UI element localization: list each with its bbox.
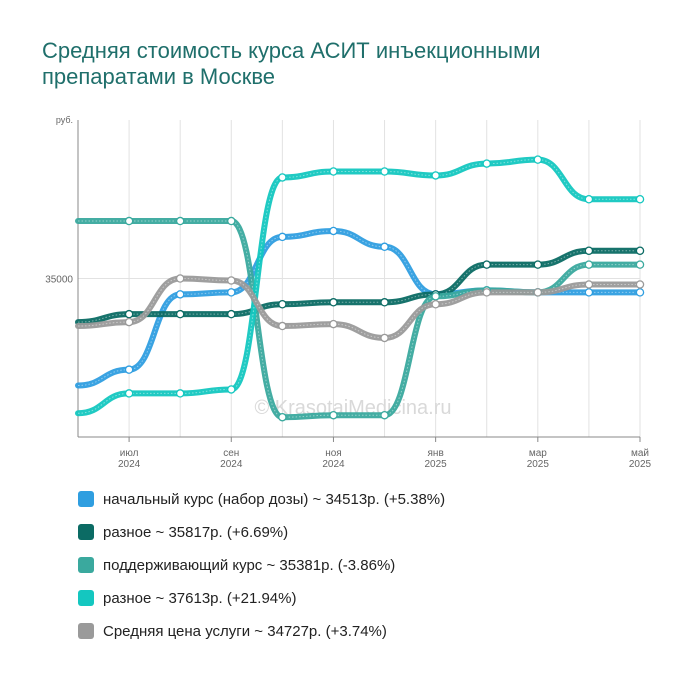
x-tick-label-month: сен bbox=[223, 448, 239, 459]
data-point bbox=[635, 280, 645, 289]
data-point bbox=[329, 298, 338, 307]
legend-label: разное ~ 35817р. (+6.69%) bbox=[103, 523, 289, 541]
data-point bbox=[431, 300, 440, 309]
data-point bbox=[227, 309, 236, 319]
legend-swatch bbox=[78, 590, 94, 606]
data-point bbox=[635, 194, 645, 204]
y-tick-label: 35000 bbox=[45, 275, 73, 286]
data-point bbox=[584, 288, 594, 297]
x-tick-label-month: июл bbox=[120, 448, 139, 459]
data-point bbox=[380, 167, 389, 176]
data-point bbox=[533, 260, 543, 269]
data-point bbox=[431, 171, 440, 180]
data-point bbox=[584, 246, 594, 256]
data-point bbox=[278, 300, 287, 309]
series bbox=[75, 156, 643, 421]
data-point bbox=[380, 333, 389, 343]
data-point bbox=[380, 410, 389, 420]
data-point bbox=[584, 260, 594, 269]
legend-label: разное ~ 37613р. (+21.94%) bbox=[103, 589, 297, 607]
data-point bbox=[175, 389, 185, 398]
x-tick-label-year: 2025 bbox=[629, 459, 652, 470]
data-point bbox=[329, 226, 338, 236]
data-point bbox=[635, 288, 645, 297]
series-line-texture-2 bbox=[77, 250, 640, 323]
x-tick-label-month: ноя bbox=[325, 448, 342, 459]
data-point bbox=[482, 260, 491, 269]
data-point bbox=[431, 292, 440, 301]
data-point bbox=[124, 216, 134, 226]
x-tick-label-year: 2025 bbox=[527, 459, 550, 470]
data-point bbox=[124, 365, 134, 374]
data-point bbox=[124, 309, 134, 319]
data-point bbox=[635, 260, 645, 269]
data-point bbox=[227, 216, 236, 226]
legend-item[interactable]: разное ~ 35817р. (+6.69%) bbox=[78, 521, 445, 543]
data-point bbox=[278, 412, 287, 422]
data-point bbox=[227, 276, 236, 285]
legend-swatch bbox=[78, 557, 94, 573]
legend-label: поддерживающий курс ~ 35381р. (-3.86%) bbox=[103, 556, 396, 574]
legend-item[interactable]: разное ~ 37613р. (+21.94%) bbox=[78, 587, 445, 609]
data-point bbox=[380, 242, 389, 252]
series-line-1 bbox=[75, 227, 643, 389]
x-tick-label-year: 2024 bbox=[322, 459, 345, 470]
legend-swatch bbox=[78, 623, 94, 639]
legend: начальный курс (набор дозы) ~ 34513р. (+… bbox=[78, 488, 445, 653]
x-tick-label-month: май bbox=[631, 448, 649, 459]
legend-swatch bbox=[78, 524, 94, 540]
x-tick-label-month: янв bbox=[428, 448, 444, 459]
data-point bbox=[278, 173, 287, 182]
data-point bbox=[227, 288, 236, 297]
data-point bbox=[329, 167, 338, 176]
chart-title: Средняя стоимость курса АСИТ инъекционны… bbox=[42, 38, 541, 89]
legend-item[interactable]: начальный курс (набор дозы) ~ 34513р. (+… bbox=[78, 488, 445, 510]
data-point bbox=[124, 389, 134, 398]
series-line-texture-4 bbox=[77, 159, 640, 414]
data-point bbox=[533, 155, 543, 164]
legend-swatch bbox=[78, 491, 94, 507]
data-point bbox=[329, 319, 338, 329]
data-point bbox=[175, 309, 185, 319]
x-tick-label-month: мар bbox=[529, 448, 547, 459]
data-point bbox=[482, 288, 491, 297]
data-point bbox=[175, 290, 185, 299]
data-point bbox=[124, 317, 134, 327]
x-tick-label-year: 2024 bbox=[220, 459, 243, 470]
data-point bbox=[227, 385, 236, 394]
x-tick-label-year: 2024 bbox=[118, 459, 141, 470]
legend-label: начальный курс (набор дозы) ~ 34513р. (+… bbox=[103, 490, 446, 508]
y-unit-label: руб. bbox=[56, 115, 73, 125]
data-point bbox=[175, 216, 185, 226]
data-point bbox=[533, 288, 543, 297]
data-point bbox=[278, 232, 287, 242]
data-points bbox=[124, 155, 645, 422]
data-point bbox=[175, 274, 185, 283]
legend-item[interactable]: Средняя цена услуги ~ 34727р. (+3.74%) bbox=[78, 620, 445, 642]
data-point bbox=[278, 321, 287, 331]
data-point bbox=[635, 246, 645, 256]
data-point bbox=[482, 159, 491, 168]
legend-item[interactable]: поддерживающий курс ~ 35381р. (-3.86%) bbox=[78, 554, 445, 576]
data-point bbox=[584, 280, 594, 289]
data-point bbox=[329, 410, 338, 420]
data-point bbox=[380, 298, 389, 307]
legend-label: Средняя цена услуги ~ 34727р. (+3.74%) bbox=[103, 622, 387, 640]
data-point bbox=[584, 194, 594, 204]
x-tick-label-year: 2025 bbox=[425, 459, 448, 470]
